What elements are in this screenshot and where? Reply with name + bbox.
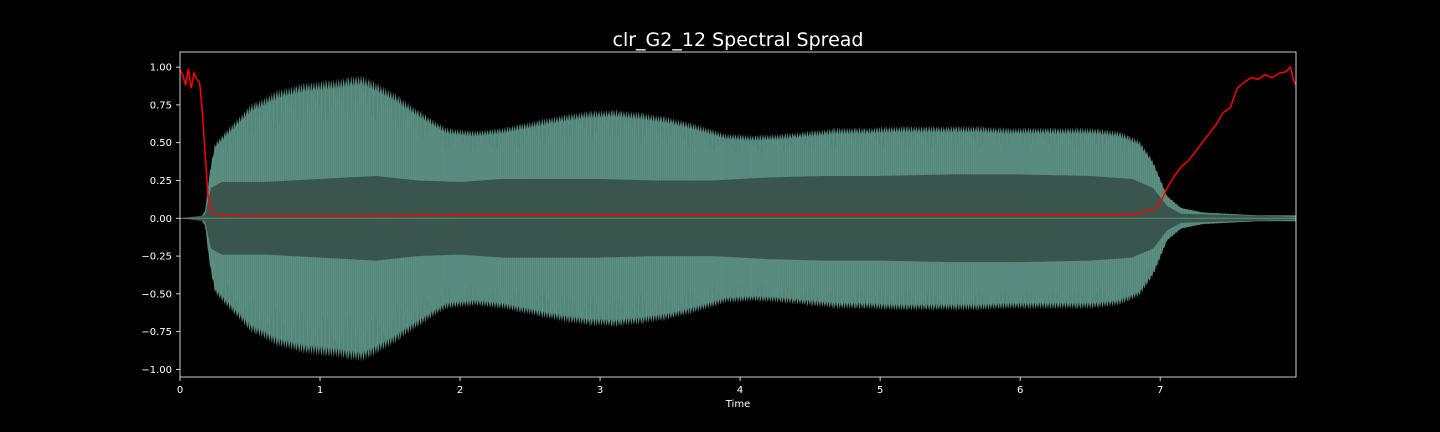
y-tick-label: −1.00 <box>141 365 172 376</box>
y-axis: 1.00 0.75 0.50 0.25 0.00 −0.25 −0.50 −0.75 −1.00 <box>141 63 180 376</box>
y-tick-label: 0.50 <box>150 138 172 149</box>
x-axis-label: Time <box>725 399 750 410</box>
x-tick-label: 0 <box>177 385 183 396</box>
x-tick-label: 1 <box>317 385 323 396</box>
y-tick-label: −0.25 <box>141 252 172 263</box>
x-tick-label: 3 <box>597 385 603 396</box>
x-tick-label: 6 <box>1017 385 1023 396</box>
x-axis: 0 1 2 3 4 5 6 7 <box>177 377 1163 396</box>
x-tick-label: 7 <box>1157 385 1163 396</box>
x-tick-label: 4 <box>737 385 743 396</box>
spectral-spread-line <box>179 65 1297 217</box>
chart-title: clr_G2_12 Spectral Spread <box>613 29 864 51</box>
y-tick-label: 0.25 <box>150 176 172 187</box>
y-tick-label: −0.50 <box>141 289 172 300</box>
plot-frame <box>179 51 1297 378</box>
x-tick-label: 5 <box>877 385 883 396</box>
y-tick-label: −0.75 <box>141 327 172 338</box>
y-tick-label: 1.00 <box>150 63 172 74</box>
y-tick-label: 0.00 <box>150 214 172 225</box>
y-tick-label: 0.75 <box>150 100 172 111</box>
chart-title-group: clr_G2_12 Spectral Spread <box>613 29 864 51</box>
x-tick-label: 2 <box>457 385 463 396</box>
plot-area <box>179 65 1297 362</box>
